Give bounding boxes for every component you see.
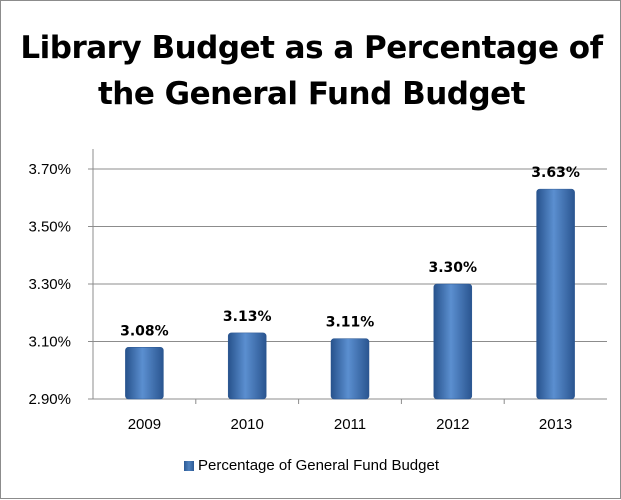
x-tick-label: 2009 (128, 416, 161, 433)
bar (330, 338, 370, 400)
data-label: 3.13% (223, 309, 272, 325)
bar (227, 332, 267, 400)
data-label: 3.63% (531, 165, 580, 181)
x-tick-label: 2013 (539, 416, 572, 433)
y-tick-label: 3.70% (28, 161, 71, 178)
y-tick-label: 2.90% (28, 391, 71, 408)
data-label: 3.08% (120, 323, 169, 339)
x-tick-label: 2010 (231, 416, 264, 433)
x-tick-label: 2011 (334, 416, 366, 433)
legend-label: Percentage of General Fund Budget (198, 457, 439, 474)
x-tick-label: 2012 (436, 416, 469, 433)
legend: Percentage of General Fund Budget (1, 457, 621, 474)
bar (536, 188, 575, 400)
legend-swatch (184, 461, 194, 471)
chart-title: Library Budget as a Percentage of the Ge… (20, 30, 603, 112)
bar (125, 347, 164, 400)
data-label: 3.30% (429, 260, 478, 276)
y-tick-label: 3.50% (28, 219, 71, 236)
y-tick-label: 3.30% (28, 276, 71, 293)
y-tick-label: 3.10% (28, 334, 71, 351)
data-label: 3.11% (326, 315, 375, 331)
bar (433, 283, 473, 400)
